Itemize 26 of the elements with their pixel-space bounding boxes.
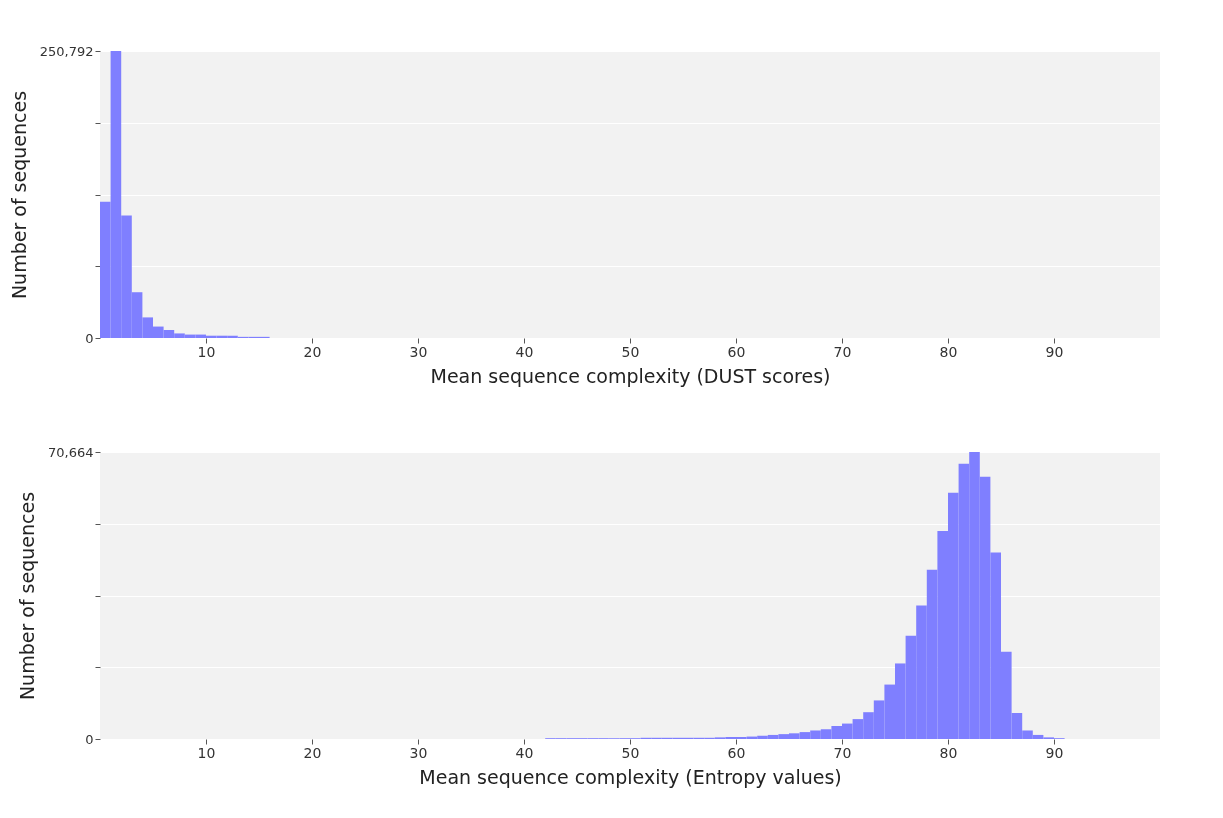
x-tick-label: 60 [727, 343, 746, 360]
x-tick-label: 80 [939, 343, 958, 360]
x-axis-title: Mean sequence complexity (Entropy values) [419, 765, 842, 788]
x-tick-label: 30 [409, 343, 428, 360]
x-tick-label: 10 [197, 343, 216, 360]
x-tick-label: 70 [833, 343, 852, 360]
x-tick-label: 40 [515, 744, 534, 761]
x-tick-label: 50 [621, 744, 640, 761]
y-tick-label: 0 [85, 731, 94, 747]
y-tick-label: 70,664 [48, 444, 94, 460]
x-tick-label: 90 [1045, 343, 1064, 360]
y-tick-label: 0 [85, 330, 94, 346]
x-tick-label: 20 [303, 744, 322, 761]
y-axis-title: Number of sequences [16, 491, 39, 701]
x-tick-label: 80 [939, 744, 958, 761]
x-tick-label: 50 [621, 343, 640, 360]
x-tick-label: 60 [727, 744, 746, 761]
y-tick-label: 250,792 [39, 43, 94, 59]
x-tick-label: 20 [303, 343, 322, 360]
y-axis-title: Number of sequences [7, 90, 30, 300]
x-tick-label: 10 [197, 744, 216, 761]
x-tick-label: 30 [409, 744, 428, 761]
x-tick-label: 90 [1045, 744, 1064, 761]
x-tick-label: 70 [833, 744, 852, 761]
x-tick-label: 40 [515, 343, 534, 360]
x-axis-title: Mean sequence complexity (DUST scores) [430, 364, 831, 387]
